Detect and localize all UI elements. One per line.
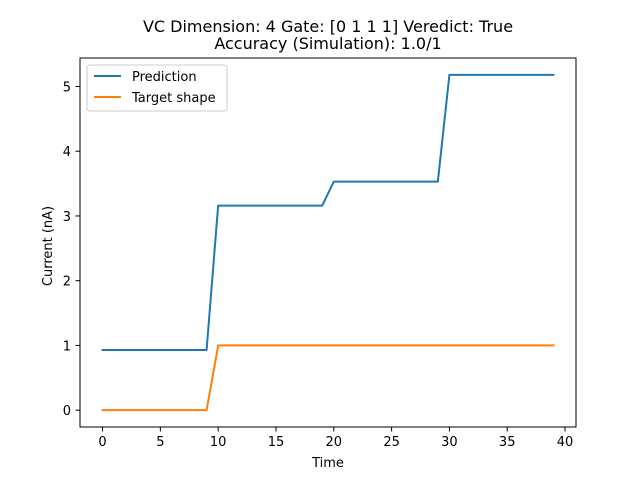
plot-area [101, 73, 555, 412]
y-tick-label: 4 [63, 145, 71, 160]
legend-box [86, 64, 228, 112]
y-tick-label: 3 [63, 210, 71, 225]
x-tick-label: 10 [210, 435, 227, 450]
x-tick-label: 25 [383, 435, 400, 450]
legend: Prediction Target shape [86, 64, 228, 112]
y-tick-label: 1 [63, 339, 71, 354]
x-tick-label: 0 [98, 435, 106, 450]
x-tick-label: 30 [441, 435, 458, 450]
series-line-0 [101, 73, 555, 351]
axes-frame [79, 57, 577, 428]
y-tick-label: 0 [63, 404, 71, 419]
x-tick-label: 40 [557, 435, 574, 450]
y-axis-label: Current (nA) [41, 206, 56, 286]
x-axis-label: Time [311, 456, 344, 471]
chart-title-line-1: VC Dimension: 4 Gate: [0 1 1 1] Veredict… [143, 17, 513, 36]
legend-label-1: Target shape [131, 91, 216, 106]
y-tick-label: 2 [63, 275, 71, 290]
x-tick-label: 15 [268, 435, 285, 450]
chart-title: VC Dimension: 4 Gate: [0 1 1 1] Veredict… [143, 17, 513, 53]
chart-title-line-2: Accuracy (Simulation): 1.0/1 [214, 34, 441, 53]
y-tick-label: 5 [63, 80, 71, 95]
x-tick-label: 20 [326, 435, 343, 450]
x-tick-label: 35 [499, 435, 516, 450]
series-line-1 [101, 344, 555, 412]
x-tick-label: 5 [156, 435, 164, 450]
legend-label-0: Prediction [132, 70, 197, 85]
axes: 0 5 10 15 20 25 30 35 40 0 1 2 3 4 5 [63, 57, 577, 450]
